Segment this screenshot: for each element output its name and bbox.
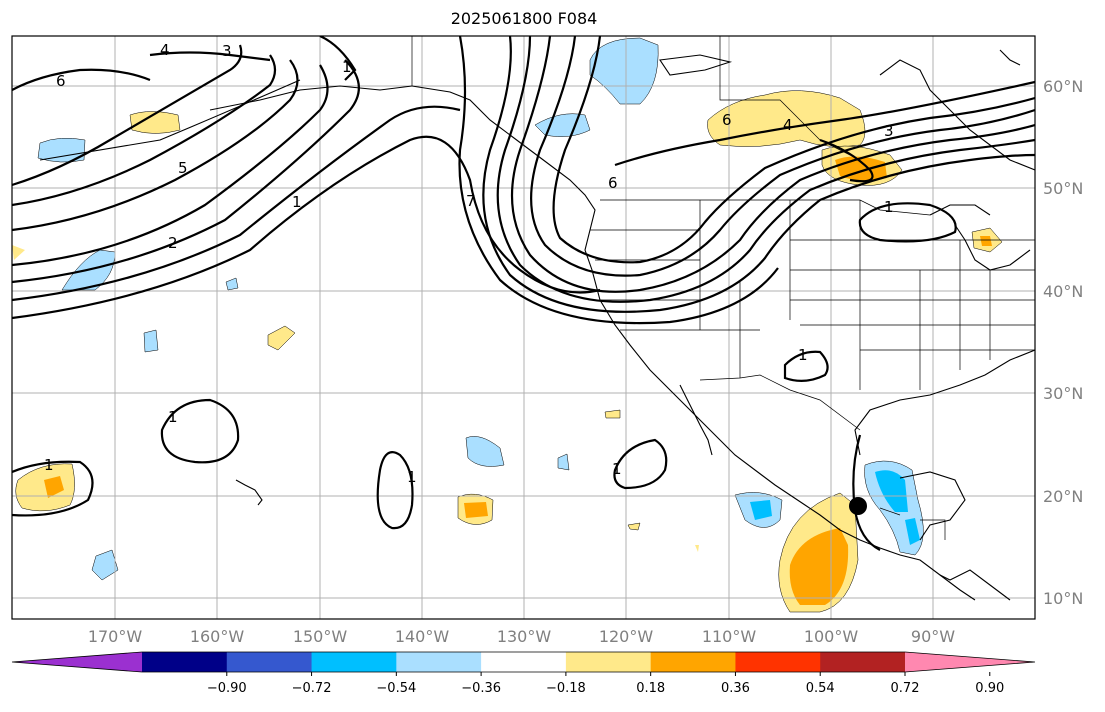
contour-labels: 6 4 3 1 5 2 1 1 1 1 1 7 6 6 4 3 1 1 <box>44 41 894 486</box>
svg-text:6: 6 <box>722 111 732 129</box>
svg-text:160°W: 160°W <box>190 627 245 646</box>
colorbar-tick-label: 0.72 <box>891 681 920 696</box>
colorbar-extension-low <box>12 652 142 672</box>
colorbar-outline <box>11 651 1036 673</box>
colorbar-segment <box>481 652 567 672</box>
svg-text:2: 2 <box>168 234 178 252</box>
svg-text:4: 4 <box>160 41 170 59</box>
svg-text:130°W: 130°W <box>497 627 552 646</box>
colorbar: −0.90 −0.72 −0.54 −0.36 −0.18 0.18 0.36 0.54 0.7… <box>11 651 1036 696</box>
colorbar-tick-label: −0.36 <box>461 681 501 696</box>
colorbar-segment <box>650 652 736 672</box>
svg-text:30°N: 30°N <box>1043 384 1083 403</box>
colorbar-tick-label: 0.54 <box>806 681 835 696</box>
colorbar-segment <box>142 652 228 672</box>
svg-text:7: 7 <box>466 192 476 210</box>
colorbar-tick-label: −0.18 <box>546 681 586 696</box>
colorbar-tick-label: 0.18 <box>636 681 665 696</box>
svg-text:40°N: 40°N <box>1043 282 1083 301</box>
svg-text:1: 1 <box>342 58 352 76</box>
svg-text:90°W: 90°W <box>911 627 955 646</box>
colorbar-tick-label: −0.72 <box>292 681 332 696</box>
colorbar-segment <box>820 652 906 672</box>
colorbar-segment <box>396 652 482 672</box>
point-marker[interactable] <box>849 497 867 515</box>
svg-text:3: 3 <box>222 42 232 60</box>
svg-text:1: 1 <box>292 193 302 211</box>
svg-text:170°W: 170°W <box>88 627 143 646</box>
svg-text:5: 5 <box>178 159 188 177</box>
svg-text:120°W: 120°W <box>599 627 654 646</box>
contour-lines <box>12 36 1035 551</box>
colorbar-segment <box>311 652 397 672</box>
svg-text:60°N: 60°N <box>1043 77 1083 96</box>
colorbar-tick-label: −0.54 <box>376 681 416 696</box>
graticule <box>12 36 1035 619</box>
map-frame <box>11 35 1036 620</box>
colorbar-tick-label: 0.36 <box>721 681 750 696</box>
svg-text:10°N: 10°N <box>1043 589 1083 608</box>
colorbar-extension-high <box>905 652 1035 672</box>
svg-text:20°N: 20°N <box>1043 487 1083 506</box>
coastlines <box>39 49 1035 601</box>
svg-text:1: 1 <box>612 460 622 478</box>
svg-text:1: 1 <box>407 468 417 486</box>
svg-text:50°N: 50°N <box>1043 179 1083 198</box>
colorbar-segment <box>226 652 313 672</box>
lat-tick-labels: 60°N 50°N 40°N 30°N 20°N 10°N <box>1043 77 1083 608</box>
shaded-anomalies <box>12 37 1003 613</box>
svg-text:6: 6 <box>56 72 66 90</box>
svg-text:100°W: 100°W <box>804 627 859 646</box>
map-title: 2025061800 F084 <box>450 9 598 28</box>
svg-text:1: 1 <box>44 456 54 474</box>
colorbar-segment <box>735 652 821 672</box>
svg-text:1: 1 <box>168 408 178 426</box>
svg-text:140°W: 140°W <box>395 627 450 646</box>
svg-text:3: 3 <box>884 122 894 140</box>
svg-text:150°W: 150°W <box>293 627 348 646</box>
lon-tick-labels: 170°W 160°W 150°W 140°W 130°W 120°W 110°… <box>88 627 955 646</box>
svg-text:1: 1 <box>798 346 808 364</box>
svg-text:110°W: 110°W <box>702 627 757 646</box>
colorbar-segment <box>565 652 652 672</box>
svg-text:1: 1 <box>884 198 894 216</box>
colorbar-tick-label: −0.90 <box>207 681 247 696</box>
colorbar-tick-label: 0.90 <box>975 681 1004 696</box>
svg-text:4: 4 <box>783 116 793 134</box>
svg-text:6: 6 <box>608 174 618 192</box>
